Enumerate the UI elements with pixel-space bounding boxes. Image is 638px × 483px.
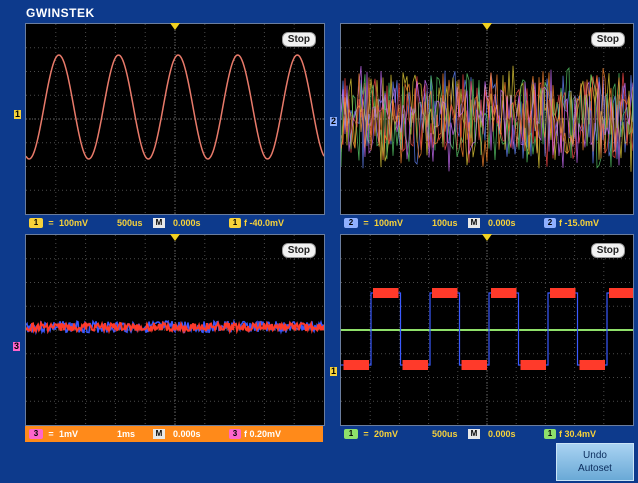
status-coupling: = xyxy=(363,429,369,439)
scope-panel-3: Stop xyxy=(25,234,325,426)
status-time-div: 100us xyxy=(432,218,458,228)
status-bar-1: 1 = 100mV 500us M 0.000s 1 f -40.0mV xyxy=(25,215,323,231)
status-volts-div: 100mV xyxy=(374,218,404,228)
trigger-position-marker xyxy=(170,23,180,30)
run-state-badge[interactable]: Stop xyxy=(281,243,316,258)
status-channel-chip: 2 xyxy=(344,218,358,228)
undo-autoset-label-2: Autoset xyxy=(578,463,612,474)
trigger-position-marker xyxy=(482,234,492,241)
status-channel-chip: 3 xyxy=(29,429,43,439)
channel-marker-3: 3 xyxy=(13,341,21,351)
status-mode-chip: M xyxy=(468,218,480,228)
status-delay: 0.000s xyxy=(173,429,201,439)
status-delay: 0.000s xyxy=(173,218,201,228)
status-delay: 0.000s xyxy=(488,429,516,439)
scope-panel-1: Stop xyxy=(25,23,325,215)
scope-panel-2: Stop xyxy=(340,23,634,215)
status-trigger-level: f 0.20mV xyxy=(244,429,282,439)
status-channel-chip: 1 xyxy=(29,218,43,228)
status-time-div: 1ms xyxy=(117,429,136,439)
channel-marker-1: 1 xyxy=(14,109,22,119)
status-trigger-level: f -40.0mV xyxy=(244,218,285,228)
undo-autoset-button[interactable]: Undo Autoset xyxy=(556,443,634,481)
status-time-div: 500us xyxy=(117,218,143,228)
status-coupling: = xyxy=(48,218,54,228)
status-bar-4: 1 = 20mV 500us M 0.000s 1 f 30.4mV xyxy=(340,426,632,442)
square-wave-trace xyxy=(341,288,633,370)
status-volts-div: 20mV xyxy=(374,429,399,439)
status-delay: 0.000s xyxy=(488,218,516,228)
status-bar-3: 3 = 1mV 1ms M 0.000s 3 f 0.20mV xyxy=(25,426,323,442)
status-mode-chip: M xyxy=(468,429,480,439)
flat-noise-trace xyxy=(26,318,324,336)
undo-autoset-label-1: Undo xyxy=(583,450,607,461)
sine-trace xyxy=(26,54,324,160)
grid-1 xyxy=(26,24,324,214)
status-mode-chip: M xyxy=(153,429,165,439)
run-state-badge[interactable]: Stop xyxy=(590,32,625,47)
brand-logo: GWINSTEK xyxy=(26,6,95,20)
channel-marker-2: 2 xyxy=(330,116,338,126)
trigger-position-marker xyxy=(482,23,492,30)
scope-panel-4: Stop xyxy=(340,234,634,426)
status-volts-div: 1mV xyxy=(59,429,79,439)
run-state-badge[interactable]: Stop xyxy=(590,243,625,258)
status-mode-chip: M xyxy=(153,218,165,228)
status-coupling: = xyxy=(48,429,54,439)
status-volts-div: 100mV xyxy=(59,218,89,228)
status-coupling: = xyxy=(363,218,369,228)
run-state-badge[interactable]: Stop xyxy=(281,32,316,47)
status-channel-chip: 1 xyxy=(344,429,358,439)
status-time-div: 500us xyxy=(432,429,458,439)
status-bar-2: 2 = 100mV 100us M 0.000s 2 f -15.0mV xyxy=(340,215,632,231)
status-trigger-level: f 30.4mV xyxy=(559,429,597,439)
channel-marker-4: 1 xyxy=(330,366,338,376)
status-trigger-channel-chip: 3 xyxy=(229,429,241,439)
status-trigger-channel-chip: 1 xyxy=(229,218,241,228)
status-trigger-level: f -15.0mV xyxy=(559,218,600,228)
status-trigger-channel-chip: 1 xyxy=(544,429,556,439)
status-trigger-channel-chip: 2 xyxy=(544,218,556,228)
trigger-position-marker xyxy=(170,234,180,241)
noise-trace xyxy=(341,65,633,172)
